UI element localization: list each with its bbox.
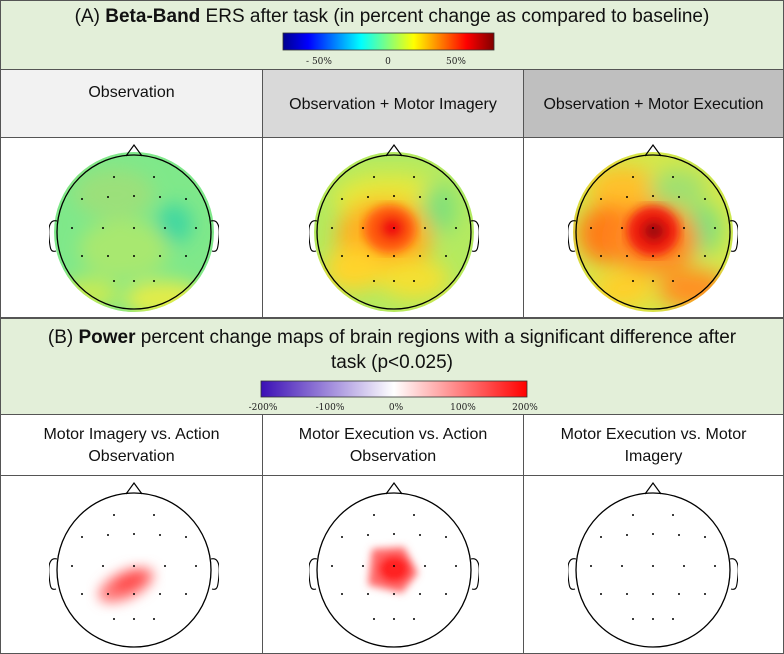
topomap-obs-me xyxy=(568,143,738,312)
topomap-obs-mi xyxy=(309,143,479,312)
cbar-a-tick-neg50: - 50% xyxy=(306,57,332,67)
cbar-b-tick-neg200: -200% xyxy=(249,403,278,413)
topomap-me-vs-ao xyxy=(309,481,479,650)
cbar-a-tick-50: 50% xyxy=(446,57,466,67)
section-a-colorbar: - 50% 0 50% xyxy=(282,32,495,67)
col-a-obs-me: Observation + Motor Execution xyxy=(524,70,783,138)
col-b-me-vs-ao: Motor Execution vs. Action Observation xyxy=(263,414,524,476)
col-a-observation: Observation xyxy=(1,70,263,138)
col-b-mi-vs-ao: Motor Imagery vs. Action Observation xyxy=(1,414,263,476)
col-a-obs-mi: Observation + Motor Imagery xyxy=(263,70,524,138)
col-b-me-vs-mi: Motor Execution vs. Motor Imagery xyxy=(524,414,783,476)
cell-a-3 xyxy=(524,138,783,318)
section-b-title: (B) Power percent change maps of brain r… xyxy=(47,327,737,373)
cbar-b-tick-0: 0% xyxy=(389,403,404,413)
cell-b-1 xyxy=(1,476,263,653)
cbar-b-tick-100: 100% xyxy=(450,403,476,413)
cell-a-2 xyxy=(263,138,524,318)
topomap-me-vs-mi xyxy=(568,481,738,648)
topomap-observation xyxy=(49,143,219,312)
section-a-title: (A) Beta-Band ERS after task (in percent… xyxy=(74,6,710,27)
section-b-colorbar: -200% -100% 0% 100% 200% xyxy=(249,380,538,413)
section-a-header: (A) Beta-Band ERS after task (in percent… xyxy=(1,1,783,70)
cbar-b-tick-neg100: -100% xyxy=(316,403,345,413)
cell-b-2 xyxy=(263,476,524,653)
cell-a-1 xyxy=(1,138,263,318)
section-b-header: (B) Power percent change maps of brain r… xyxy=(1,318,783,415)
cbar-b-tick-200: 200% xyxy=(512,403,538,413)
topomap-mi-vs-ao xyxy=(49,481,219,648)
cbar-a-tick-0: 0 xyxy=(385,57,391,67)
